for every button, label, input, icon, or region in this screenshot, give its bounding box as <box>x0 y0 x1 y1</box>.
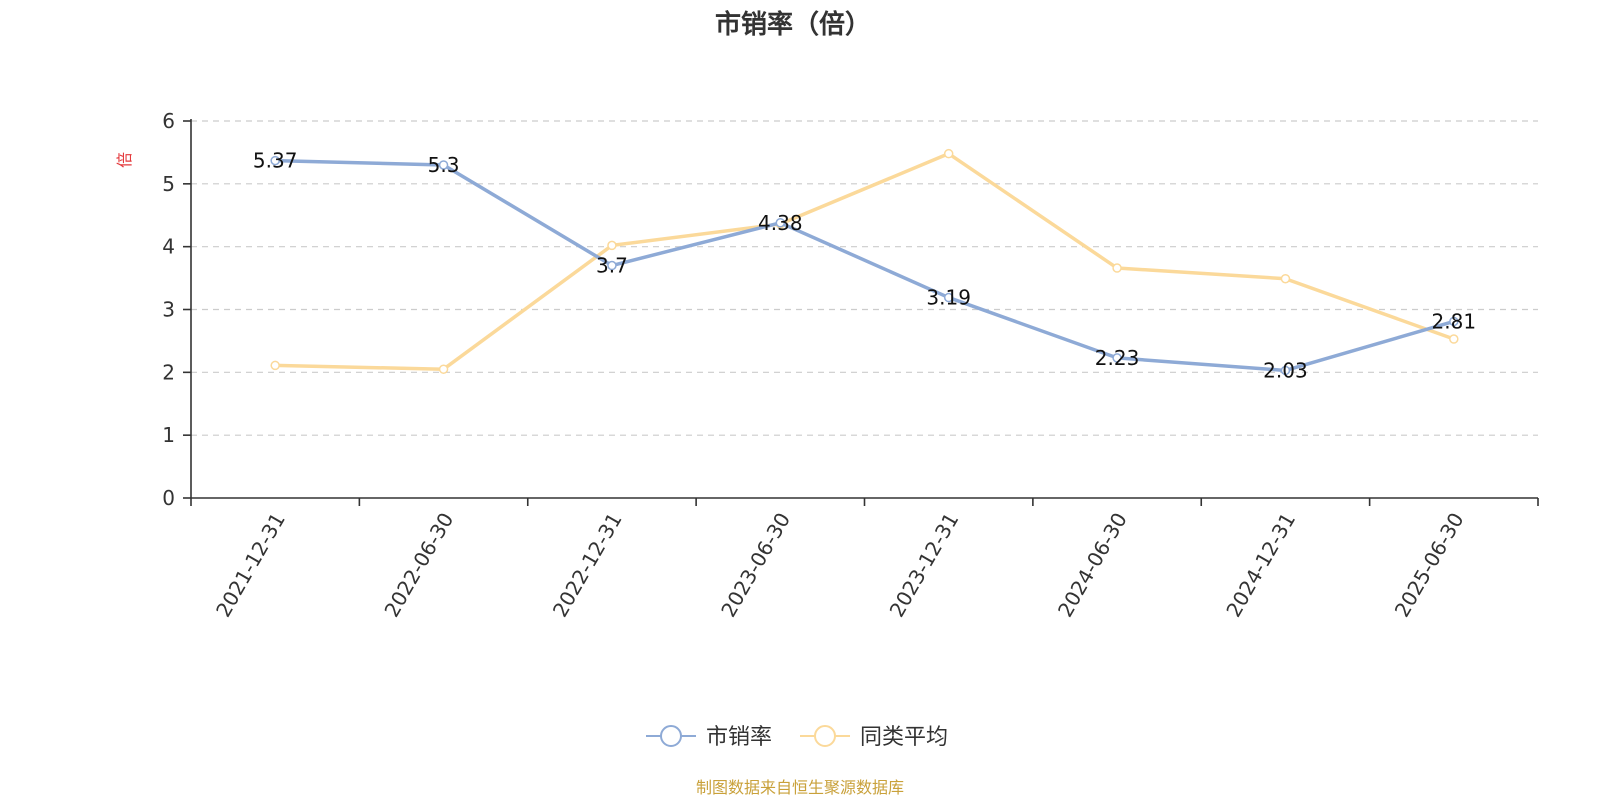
y-axis-label: 倍 <box>115 152 134 168</box>
data-label: 5.37 <box>253 149 298 173</box>
y-ticks: 0 1 2 3 4 5 6 <box>162 109 191 510</box>
y-tick-label: 4 <box>162 235 175 259</box>
legend[interactable]: 市销率 同类平均 <box>646 725 948 750</box>
x-tick-label: 2024-12-31 <box>1221 509 1300 622</box>
data-point[interactable] <box>270 155 280 166</box>
x-tick-label: 2025-06-30 <box>1390 509 1469 622</box>
data-point[interactable] <box>607 260 617 271</box>
data-label: 2.23 <box>1095 346 1140 370</box>
series-group <box>270 148 1459 376</box>
data-point[interactable] <box>943 148 954 159</box>
legend-label[interactable]: 同类平均 <box>860 725 948 750</box>
y-tick-label: 0 <box>162 486 175 510</box>
data-point[interactable] <box>1280 273 1291 284</box>
y-tick-label: 1 <box>162 423 175 447</box>
data-point[interactable] <box>438 160 449 170</box>
chart-title: 市销率（倍） <box>715 9 871 40</box>
y-tick-label: 2 <box>162 360 175 384</box>
data-label: 3.19 <box>926 286 971 310</box>
x-tick-label: 2022-12-31 <box>548 509 627 622</box>
y-tick-label: 3 <box>162 298 175 322</box>
data-point[interactable] <box>943 292 954 303</box>
data-point[interactable] <box>775 218 786 228</box>
legend-swatch-marker[interactable] <box>814 725 836 747</box>
x-tick-label: 2021-12-31 <box>211 509 290 622</box>
data-label: 2.03 <box>1263 358 1308 382</box>
x-ticks: 2021-12-31 2022-06-30 2022-12-31 2023-06-30… <box>190 498 1539 622</box>
x-tick-label: 2023-12-31 <box>885 509 964 622</box>
data-label: 5.3 <box>428 153 460 177</box>
y-tick-label: 6 <box>162 109 175 133</box>
data-point[interactable] <box>1449 316 1459 327</box>
data-point[interactable] <box>270 360 280 371</box>
data-point[interactable] <box>438 364 449 374</box>
axes <box>190 119 1538 499</box>
data-label: 3.7 <box>596 254 628 278</box>
data-point[interactable] <box>607 240 617 251</box>
series-line-1 <box>273 151 1456 371</box>
data-point[interactable] <box>1449 334 1459 344</box>
x-tick-label: 2022-06-30 <box>379 509 458 622</box>
data-point[interactable] <box>1280 365 1291 376</box>
data-labels: 5.37 5.3 3.7 4.38 3.19 2.23 2.03 2.81 <box>253 149 1476 383</box>
grid-lines <box>191 120 1538 436</box>
x-tick-label: 2024-06-30 <box>1053 509 1132 622</box>
data-point[interactable] <box>1112 263 1122 273</box>
data-label: 4.38 <box>758 211 803 235</box>
legend-label[interactable]: 市销率 <box>706 725 772 750</box>
x-tick-label: 2023-06-30 <box>716 509 795 622</box>
series-line-0 <box>273 158 1456 373</box>
source-note: 制图数据来自恒生聚源数据库 <box>696 778 904 797</box>
y-tick-label: 5 <box>162 172 175 196</box>
data-point[interactable] <box>1112 353 1122 363</box>
data-label: 2.81 <box>1432 309 1477 333</box>
legend-swatch-marker[interactable] <box>660 725 682 747</box>
